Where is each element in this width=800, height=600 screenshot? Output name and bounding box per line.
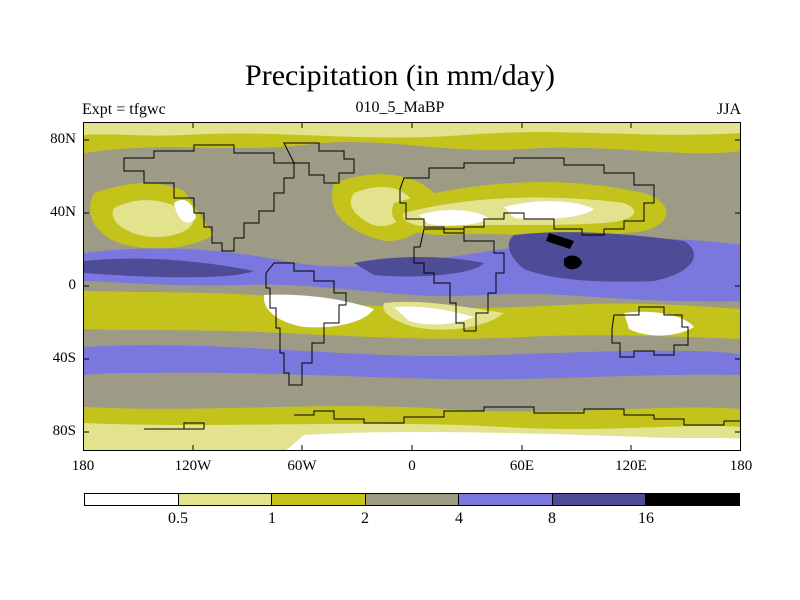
legend-box-3 xyxy=(272,494,366,505)
precip-field-extreme-1 xyxy=(546,233,574,249)
precip-field-antarctic-dry xyxy=(286,431,740,450)
coastline-eurasia xyxy=(399,157,655,236)
coastline-africa xyxy=(413,228,505,332)
lat-label-80s: 80S xyxy=(52,423,76,439)
lon-label-180-right: 180 xyxy=(729,458,753,474)
legend-label-1: 1 xyxy=(268,510,276,527)
lon-label-120w: 120W xyxy=(174,458,212,474)
coastlines xyxy=(123,142,740,430)
precip-field-southern-storm-track xyxy=(84,345,740,380)
legend-box-1 xyxy=(85,494,179,505)
lat-ticks xyxy=(83,139,741,433)
legend-label-0-5: 0.5 xyxy=(168,510,188,527)
experiment-label: Expt = tfgwc xyxy=(82,101,166,118)
coastline-greenland xyxy=(283,142,355,184)
legend-label-16: 16 xyxy=(638,510,654,527)
legend-box-2 xyxy=(178,494,273,505)
lon-label-180-left: 180 xyxy=(71,458,95,474)
chart-title: Precipitation (in mm/day) xyxy=(245,59,555,92)
season-label: JJA xyxy=(716,101,741,118)
lon-label-60e: 60E xyxy=(509,458,535,474)
color-legend xyxy=(84,493,740,506)
precip-field-extreme-2 xyxy=(564,255,582,270)
coastline-north-america xyxy=(123,144,295,252)
lon-label-60w: 60W xyxy=(287,458,317,474)
coastline-antarctica-west xyxy=(144,422,205,430)
precip-field-australia-dry xyxy=(624,311,694,336)
precip-field-sahara-core xyxy=(419,209,489,226)
coastline-australia xyxy=(611,306,689,358)
lat-label-0: 0 xyxy=(68,277,77,293)
precip-field-southern-africa-dry xyxy=(394,306,474,325)
precip-field-north-edge xyxy=(84,123,740,138)
period-label: 010_5_MaBP xyxy=(355,99,445,116)
lat-label-40s: 40S xyxy=(52,350,76,366)
precipitation-map xyxy=(83,122,741,451)
precip-field-na-dry xyxy=(112,200,194,238)
precip-field-asia-desert xyxy=(504,201,594,220)
precip-field-pacific-itcz xyxy=(84,258,254,278)
legend-box-7 xyxy=(646,494,740,505)
precip-field-na-desert xyxy=(174,199,196,223)
lon-ticks xyxy=(192,122,632,451)
legend-label-8: 8 xyxy=(548,510,556,527)
lon-label-120e: 120E xyxy=(615,458,647,474)
legend-label-4: 4 xyxy=(455,510,463,527)
lon-label-0: 0 xyxy=(408,458,416,474)
map-canvas xyxy=(84,123,740,450)
coastline-south-america xyxy=(265,262,347,386)
coastline-antarctica xyxy=(294,406,740,426)
lat-label-80n: 80N xyxy=(50,131,76,147)
legend-box-6 xyxy=(552,494,647,505)
legend-label-2: 2 xyxy=(361,510,369,527)
precip-field-asian-monsoon xyxy=(508,232,694,282)
lat-label-40n: 40N xyxy=(50,204,76,220)
precip-field-africa-monsoon xyxy=(354,257,484,277)
legend-box-5 xyxy=(459,494,553,505)
legend-box-4 xyxy=(365,494,460,505)
